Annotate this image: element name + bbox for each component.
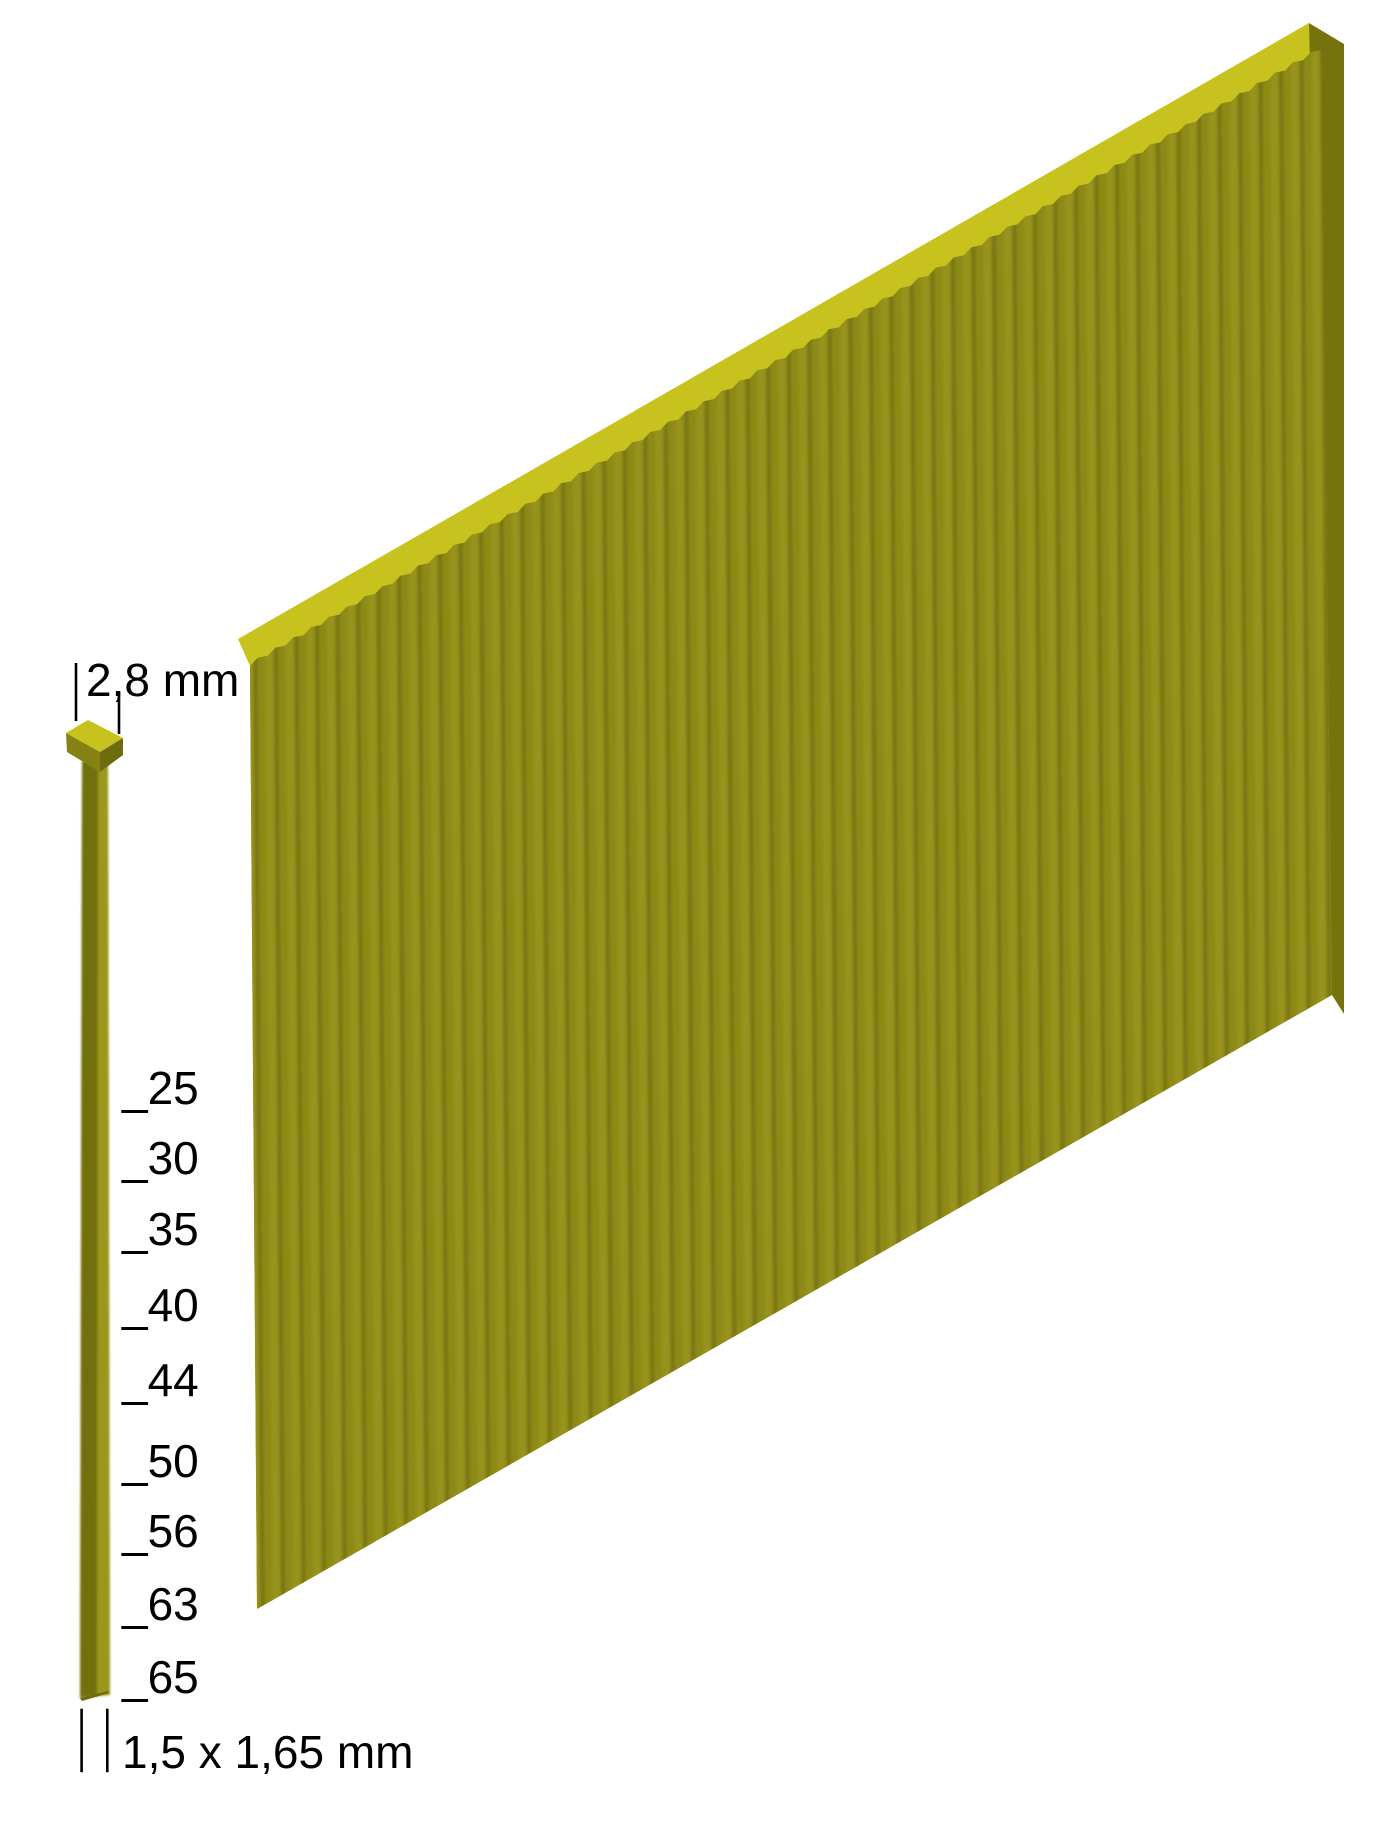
- svg-text:2,8 mm: 2,8 mm: [86, 654, 239, 706]
- svg-text:_56: _56: [121, 1505, 199, 1557]
- svg-text:_65: _65: [121, 1651, 199, 1703]
- svg-text:1,5 x 1,65 mm: 1,5 x 1,65 mm: [122, 1726, 413, 1778]
- svg-text:_63: _63: [121, 1578, 199, 1630]
- svg-text:_40: _40: [121, 1279, 199, 1331]
- svg-text:_44: _44: [121, 1354, 199, 1406]
- svg-text:_25: _25: [121, 1062, 199, 1114]
- svg-text:_30: _30: [121, 1132, 199, 1184]
- svg-text:_35: _35: [121, 1203, 199, 1255]
- svg-text:_50: _50: [121, 1435, 199, 1487]
